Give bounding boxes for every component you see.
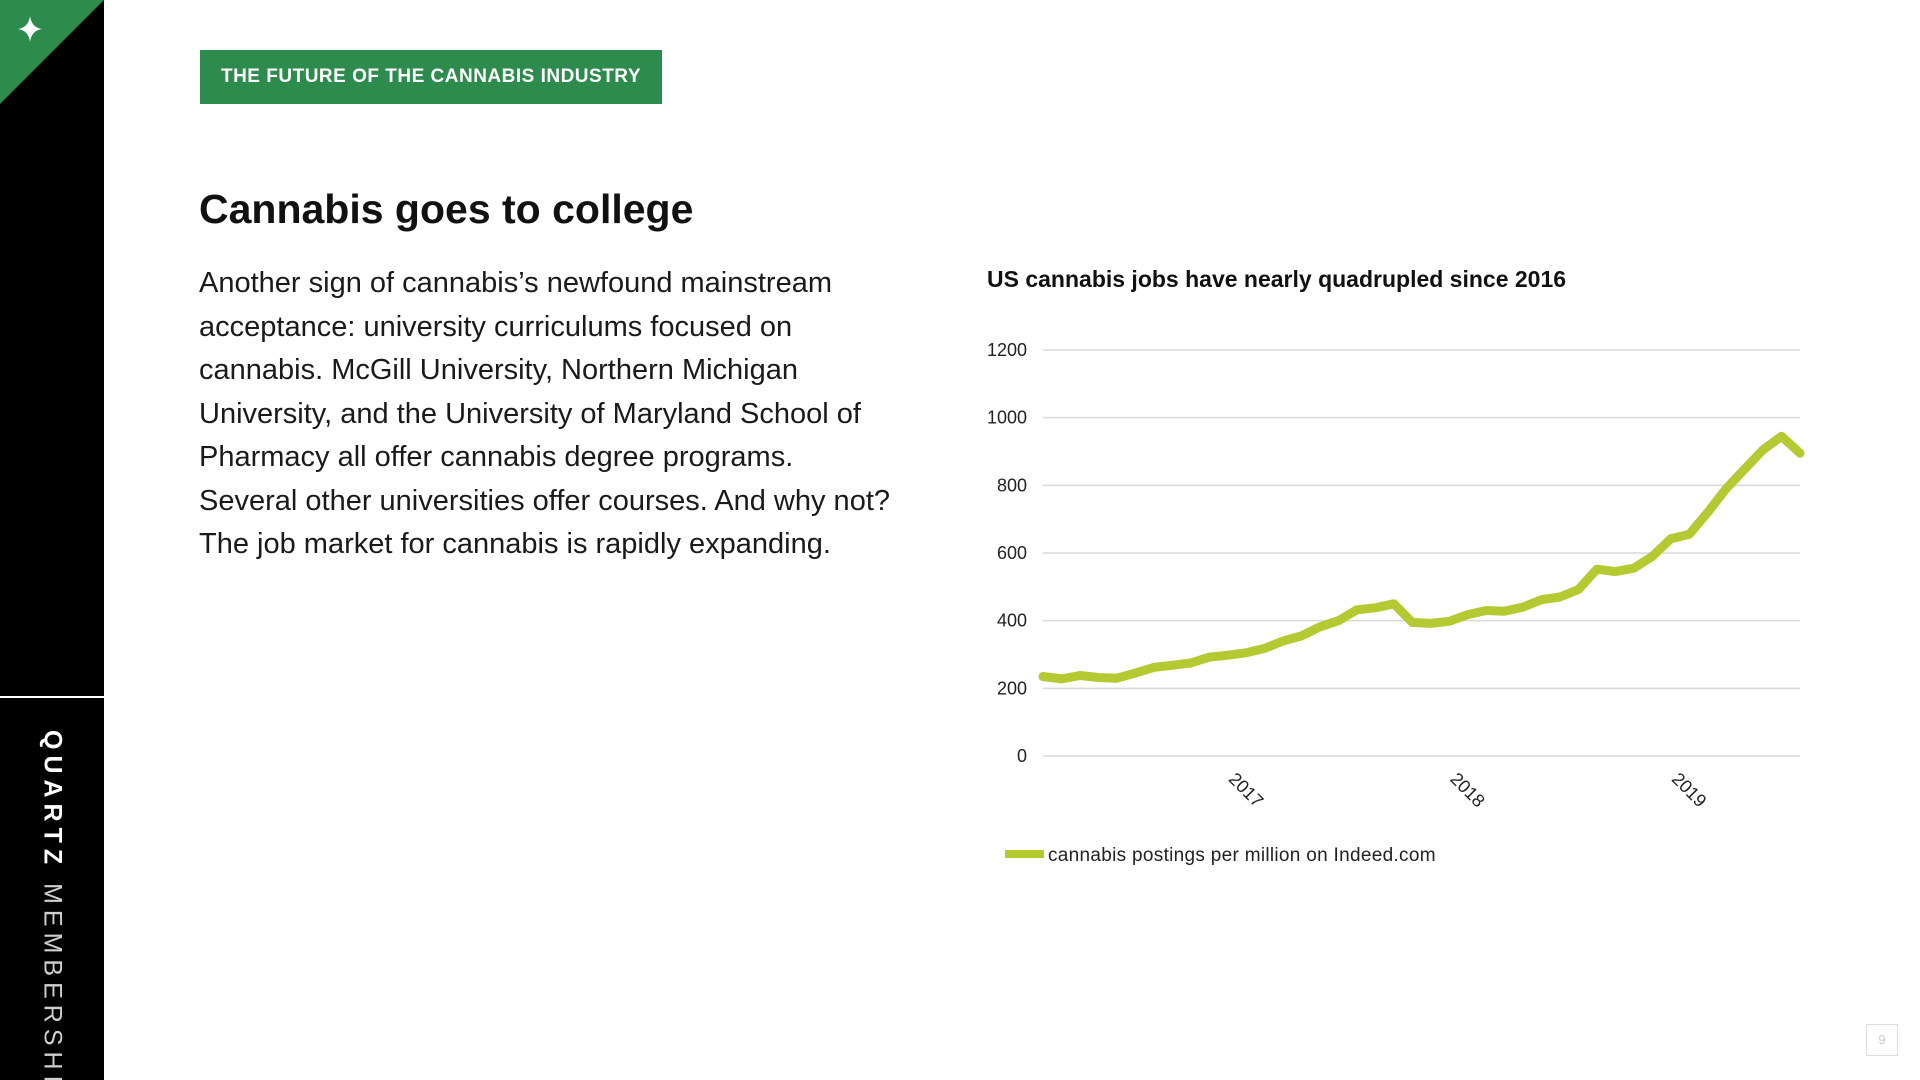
- x-tick-label: 2017: [1225, 769, 1267, 811]
- legend-label: cannabis postings per million on Indeed.…: [1048, 845, 1436, 866]
- series-line: [1038, 431, 1805, 684]
- y-tick-label: 1200: [987, 340, 1027, 360]
- sparkle-icon: [18, 16, 42, 42]
- chart-title: US cannabis jobs have nearly quadrupled …: [987, 266, 1567, 292]
- y-tick-label: 800: [997, 475, 1027, 495]
- chart-grid: [1043, 349, 1800, 757]
- line-chart: 0 200 400 600 800 1000 1200 2017 2018 2019 canna…: [987, 340, 1805, 866]
- y-tick-label: 600: [997, 543, 1027, 563]
- corner-badge: [0, 0, 104, 104]
- y-tick-label: 400: [997, 611, 1027, 631]
- x-tick-label: 2019: [1668, 769, 1710, 811]
- sidebar-divider: [0, 696, 104, 698]
- brand-name: QUARTZ: [38, 730, 67, 871]
- x-axis-ticks: 2017 2018 2019: [1225, 769, 1711, 811]
- chart-legend: cannabis postings per million on Indeed.…: [1005, 845, 1436, 866]
- sidebar: QUARTZ MEMBERSHIP: [0, 0, 104, 1080]
- y-tick-label: 200: [997, 678, 1027, 698]
- y-axis-ticks: 0 200 400 600 800 1000 1200: [987, 340, 1027, 766]
- section-tag: THE FUTURE OF THE CANNABIS INDUSTRY: [200, 50, 662, 104]
- brand-wordmark: QUARTZ MEMBERSHIP: [38, 730, 67, 1080]
- x-tick-label: 2018: [1446, 769, 1488, 811]
- y-tick-label: 0: [1017, 746, 1027, 766]
- page-title: Cannabis goes to college: [199, 186, 694, 232]
- body-paragraph: Another sign of cannabis’s newfound main…: [199, 267, 891, 560]
- brand-suffix: MEMBERSHIP: [38, 883, 67, 1080]
- chart-series: [1038, 431, 1805, 684]
- page-number: 9: [1866, 1024, 1898, 1056]
- y-tick-label: 1000: [987, 408, 1027, 428]
